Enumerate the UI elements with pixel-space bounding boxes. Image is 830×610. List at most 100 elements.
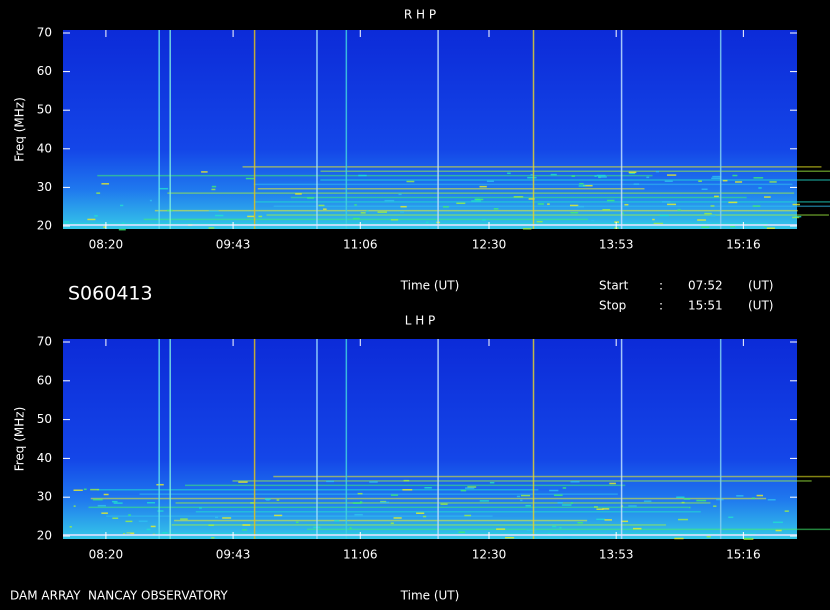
texture-speck (352, 502, 362, 504)
texture-speck (753, 177, 764, 179)
texture-speck (652, 218, 655, 221)
texture-speck (794, 215, 802, 218)
texture-speck (528, 198, 535, 200)
texture-speck (238, 481, 248, 483)
texture-line (169, 30, 171, 229)
texture-speck (557, 502, 563, 504)
texture-band (106, 515, 493, 517)
texture-speck (520, 494, 531, 497)
texture-speck (570, 480, 580, 483)
x-tick-label: 13:53 (599, 238, 634, 252)
texture-speck (711, 177, 722, 180)
texture-speck (103, 226, 107, 228)
texture-speck (710, 214, 716, 217)
x-tick-label: 13:53 (599, 548, 634, 562)
texture-speck (536, 220, 543, 223)
x-axis-label: Time (UT) (400, 279, 460, 293)
texture-speck (326, 480, 335, 483)
texture-speck (460, 489, 467, 492)
y-tick-label: 60 (37, 373, 52, 387)
texture-speck (493, 208, 499, 210)
texture-line (158, 30, 160, 229)
texture-speck (349, 527, 352, 529)
stop-unit: (UT) (748, 299, 773, 313)
texture-speck (214, 516, 219, 519)
texture-speck (594, 175, 597, 177)
texture-speck (358, 174, 367, 177)
texture-speck (661, 201, 671, 203)
texture-speck (764, 196, 771, 198)
texture-speck (155, 225, 158, 228)
texture-speck (593, 506, 598, 508)
texture-band (88, 506, 689, 509)
texture-speck (112, 517, 119, 519)
texture-speck (428, 227, 432, 229)
texture-speck (101, 183, 110, 185)
texture-speck (596, 174, 606, 177)
texture-speck (769, 181, 777, 183)
texture-speck (722, 179, 728, 182)
texture-speck (552, 525, 557, 528)
texture-speck (250, 502, 256, 504)
y-tick-label: 70 (37, 26, 52, 40)
x-tick-label: 12:30 (472, 238, 507, 252)
texture-speck (352, 217, 360, 220)
texture-band (174, 519, 588, 522)
y-tick-label: 60 (37, 64, 52, 78)
texture-speck (377, 211, 387, 213)
texture-speck (425, 221, 429, 224)
texture-speck (659, 214, 669, 217)
texture-speck (696, 499, 707, 502)
texture-band (273, 205, 830, 208)
texture-speck (366, 210, 369, 212)
texture-speck (126, 532, 135, 535)
texture-speck (90, 488, 100, 491)
texture-speck (464, 514, 472, 517)
texture-speck (211, 185, 217, 188)
texture-speck (602, 508, 610, 510)
y-axis-label: Freq (MHz) (13, 407, 27, 472)
spectrogram-background (63, 30, 797, 229)
texture-speck (73, 505, 76, 507)
texture-speck (763, 225, 767, 228)
texture-speck (334, 520, 340, 522)
texture-band (253, 201, 830, 203)
y-tick-label: 70 (37, 335, 52, 349)
texture-speck (138, 520, 148, 523)
x-tick-label: 11:06 (343, 548, 378, 562)
start-unit: (UT) (748, 279, 773, 293)
texture-speck (766, 227, 775, 229)
texture-band (156, 533, 756, 535)
texture-speck (643, 500, 652, 502)
texture-speck (701, 226, 710, 228)
texture-speck (701, 188, 708, 191)
texture-speck (571, 175, 575, 177)
texture-speck (579, 182, 584, 185)
texture-speck (295, 521, 299, 524)
texture-speck (609, 482, 616, 485)
texture-speck (274, 514, 283, 517)
texture-speck (714, 195, 719, 198)
texture-speck (728, 201, 738, 204)
texture-speck (406, 180, 415, 183)
texture-speck (208, 227, 215, 229)
texture-speck (390, 522, 394, 524)
x-tick-label: 09:43 (216, 548, 251, 562)
texture-speck (606, 533, 615, 535)
texture-band (167, 192, 795, 194)
x-tick-label: 08:20 (89, 238, 124, 252)
texture-speck (162, 531, 168, 534)
texture-speck (101, 512, 108, 514)
texture-speck (442, 206, 449, 208)
texture-line (253, 30, 256, 229)
texture-band (195, 511, 701, 513)
texture-speck (513, 196, 524, 198)
texture-speck (416, 512, 425, 514)
texture-speck (354, 513, 363, 516)
y-tick-label: 30 (37, 180, 52, 194)
texture-speck (563, 536, 572, 538)
texture-speck (424, 486, 432, 489)
texture-line (620, 339, 623, 539)
texture-speck (598, 176, 607, 178)
texture-speck (180, 518, 188, 520)
